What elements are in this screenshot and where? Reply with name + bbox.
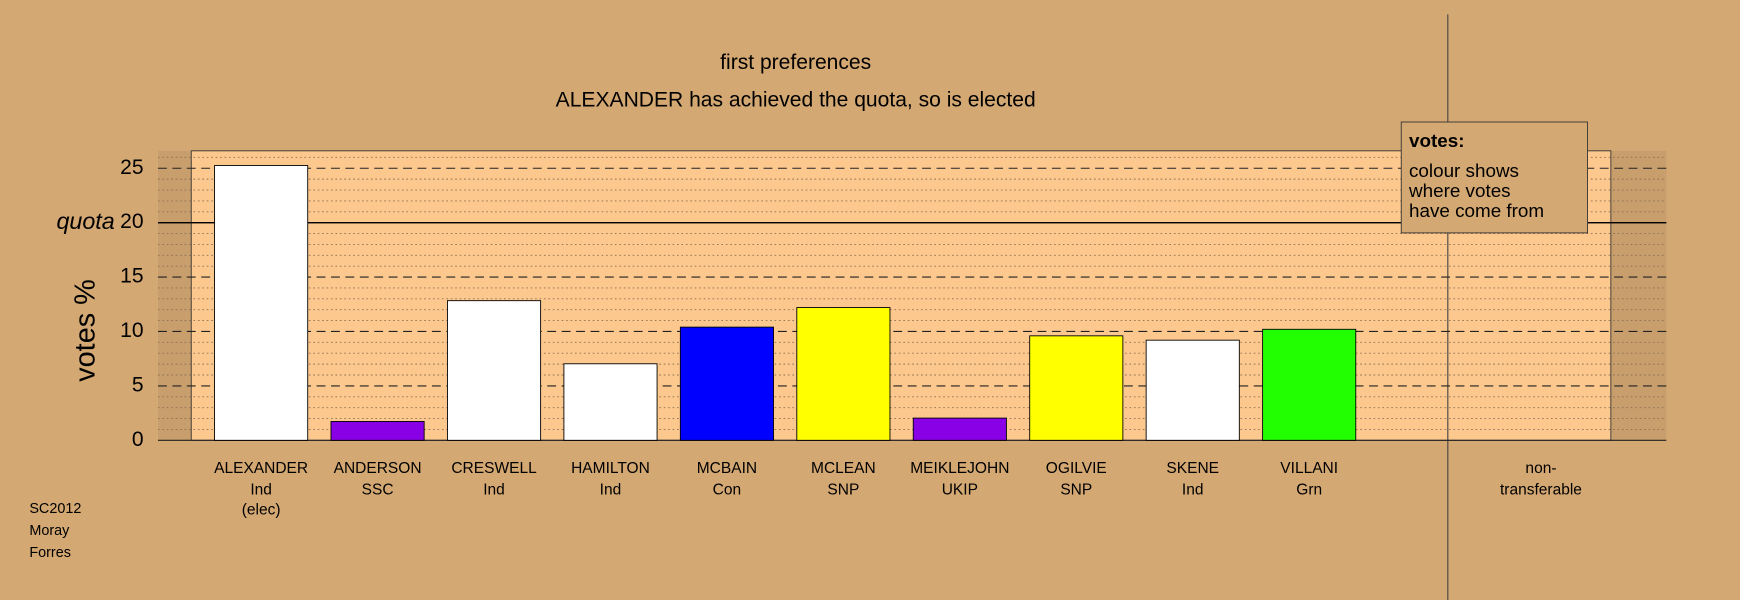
bar <box>214 165 309 441</box>
x-tick-label: OGILVIE <box>1046 460 1107 477</box>
x-tick-label: ANDERSON <box>334 460 422 477</box>
x-tick-label: HAMILTON <box>571 460 650 477</box>
y-tick-label: 0 <box>132 428 144 451</box>
bar <box>563 363 658 441</box>
party-label: Ind <box>250 481 272 498</box>
party-label: SNP <box>827 481 859 498</box>
extra-column-label: non- <box>1525 460 1556 477</box>
y-tick-label: 25 <box>120 156 143 179</box>
bar <box>679 326 774 441</box>
footer-text: Forres <box>29 545 71 561</box>
extra-column-label: transferable <box>1500 481 1582 498</box>
legend-title: votes: <box>1409 130 1465 151</box>
legend-line: where votes <box>1408 180 1511 201</box>
chart-title: first preferences <box>720 51 871 74</box>
quota-label: quota <box>56 208 114 234</box>
bar <box>447 300 542 441</box>
x-tick-label: MEIKLEJOHN <box>910 460 1009 477</box>
bar <box>796 307 891 441</box>
party-label: Ind <box>600 481 622 498</box>
bar <box>1145 339 1240 441</box>
chart-subtitle: ALEXANDER has achieved the quota, so is … <box>556 88 1036 111</box>
party-label: SNP <box>1060 481 1092 498</box>
party-label: SSC <box>362 481 394 498</box>
grid: 0 5 10 15 20 25 quota <box>56 156 1667 451</box>
legend-line: have come from <box>1409 200 1544 221</box>
y-tick-label: 5 <box>132 373 144 396</box>
x-tick-label: ALEXANDER <box>214 460 308 477</box>
bar <box>1262 328 1357 441</box>
party-label: Con <box>713 481 741 498</box>
party-label: Grn <box>1296 481 1322 498</box>
legend: votes: colour shows where votes have com… <box>1400 121 1589 234</box>
note-label: (elec) <box>242 501 281 518</box>
x-tick-label: VILLANI <box>1280 460 1338 477</box>
y-tick-label: 15 <box>120 265 143 288</box>
x-tick-label: MCLEAN <box>811 460 876 477</box>
bar <box>912 417 1007 441</box>
x-tick-label: CRESWELL <box>451 460 537 477</box>
x-tick-label: SKENE <box>1166 460 1219 477</box>
panel <box>190 150 1612 441</box>
bars: ALEXANDER Ind (elec) ANDERSON SSC CRESWELL Ind… <box>214 165 1357 518</box>
y-axis-label: votes % <box>70 279 102 382</box>
legend-box <box>1400 121 1589 234</box>
party-label: UKIP <box>942 481 978 498</box>
bar <box>330 421 425 441</box>
footer-text: SC2012 <box>29 501 81 517</box>
footer-text: Moray <box>29 523 70 539</box>
x-tick-label: MCBAIN <box>697 460 757 477</box>
legend-line: colour shows <box>1409 160 1519 181</box>
y-tick-label: 20 <box>120 210 143 233</box>
party-label: Ind <box>483 481 505 498</box>
bar <box>1029 335 1124 441</box>
party-label: Ind <box>1182 481 1204 498</box>
y-tick-label: 10 <box>120 319 143 342</box>
